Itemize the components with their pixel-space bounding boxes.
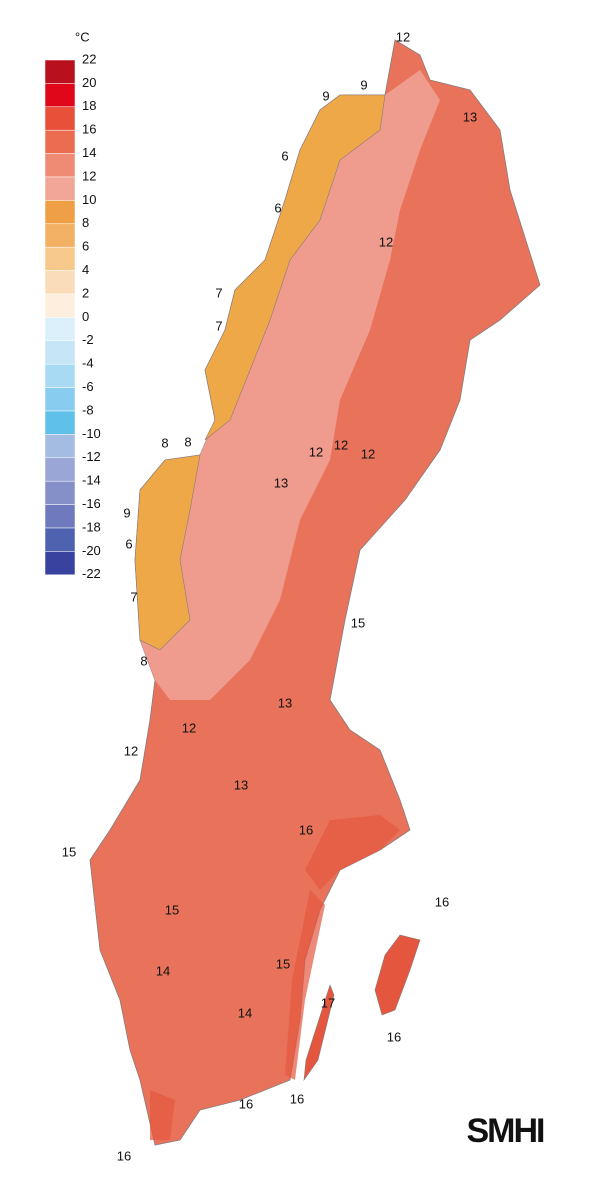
contour-label: 9 <box>123 505 130 520</box>
legend-tick-label: 16 <box>82 122 96 137</box>
logo: SMHI <box>467 1112 545 1150</box>
legend-tick-label: 4 <box>82 262 89 277</box>
legend-tick-label: 12 <box>82 168 96 183</box>
legend-swatch <box>44 293 76 318</box>
contour-label: 13 <box>463 109 477 124</box>
legend-tick-label: -18 <box>82 519 101 534</box>
legend-swatch <box>44 176 76 201</box>
contour-label: 13 <box>274 475 288 490</box>
contour-label: 12 <box>379 234 393 249</box>
legend-unit: °C <box>75 29 90 44</box>
contour-labels: 12 9 9 13 6 6 12 7 7 8 8 12 12 12 13 9 6 7 15 8 13 12 12 13 16 15… <box>62 29 477 1163</box>
contour-label: 8 <box>161 435 168 450</box>
legend-swatch <box>44 527 76 552</box>
contour-label: 15 <box>165 902 179 917</box>
contour-label: 7 <box>215 318 222 333</box>
contour-label: 7 <box>215 285 222 300</box>
contour-label: 6 <box>125 536 132 551</box>
legend-tick-label: -20 <box>82 543 101 558</box>
legend-swatch <box>44 246 76 271</box>
legend-swatch <box>44 317 76 342</box>
contour-label: 6 <box>274 200 281 215</box>
legend-swatch <box>44 410 76 435</box>
legend: °C 2220181614121086420-2-4-6-8-10-12-14-… <box>44 29 101 581</box>
legend-tick-label: -16 <box>82 496 101 511</box>
contour-label: 16 <box>387 1029 401 1044</box>
legend-tick-label: 0 <box>82 309 89 324</box>
legend-tick-label: 14 <box>82 145 96 160</box>
contour-label: 14 <box>156 963 170 978</box>
contour-label: 14 <box>238 1005 252 1020</box>
warm-south <box>150 815 400 1140</box>
contour-label: 15 <box>276 956 290 971</box>
legend-swatch <box>44 480 76 505</box>
contour-label: 16 <box>290 1091 304 1106</box>
contour-label: 12 <box>309 444 323 459</box>
legend-swatch <box>44 270 76 295</box>
legend-swatch <box>44 504 76 529</box>
legend-tick-label: -6 <box>82 379 94 394</box>
contour-label: 16 <box>435 894 449 909</box>
legend-swatch <box>44 129 76 154</box>
contour-label: 12 <box>361 446 375 461</box>
legend-tick-label: 2 <box>82 285 89 300</box>
contour-label: 12 <box>124 743 138 758</box>
legend-swatch <box>44 223 76 248</box>
legend-swatch <box>44 200 76 225</box>
contour-label: 16 <box>299 822 313 837</box>
legend-tick-label: -4 <box>82 356 94 371</box>
legend-swatch <box>44 153 76 178</box>
legend-swatch <box>44 340 76 365</box>
legend-tick-label: -14 <box>82 473 101 488</box>
contour-label: 12 <box>182 720 196 735</box>
contour-label: 16 <box>239 1096 253 1111</box>
legend-swatch <box>44 59 76 84</box>
legend-tick-label: 6 <box>82 239 89 254</box>
contour-label: 13 <box>278 695 292 710</box>
legend-tick-label: -22 <box>82 566 101 581</box>
sweden-map <box>89 39 541 1146</box>
gotland <box>374 934 421 1016</box>
contour-label: 9 <box>322 88 329 103</box>
contour-label: 13 <box>234 777 248 792</box>
legend-swatch <box>44 387 76 412</box>
legend-swatch <box>44 363 76 388</box>
legend-tick-label: -2 <box>82 332 94 347</box>
contour-label: 15 <box>351 615 365 630</box>
contour-label: 8 <box>140 653 147 668</box>
contour-label: 17 <box>321 995 335 1010</box>
legend-tick-label: -8 <box>82 402 94 417</box>
legend-tick-label: 8 <box>82 215 89 230</box>
contour-label: 8 <box>184 434 191 449</box>
legend-tick-label: 20 <box>82 75 96 90</box>
legend-swatch <box>44 434 76 459</box>
legend-tick-label: 22 <box>82 51 96 66</box>
legend-tick-label: 10 <box>82 192 96 207</box>
mountain-zone <box>134 94 386 651</box>
oland <box>303 984 335 1082</box>
legend-tick-label: -12 <box>82 449 101 464</box>
contour-label: 6 <box>281 148 288 163</box>
contour-label: 15 <box>62 844 76 859</box>
contour-label: 16 <box>117 1148 131 1163</box>
contour-label: 12 <box>396 29 410 44</box>
contour-label: 7 <box>130 589 137 604</box>
legend-swatch <box>44 551 76 576</box>
legend-swatch <box>44 106 76 131</box>
contour-label: 12 <box>334 437 348 452</box>
legend-swatch <box>44 457 76 482</box>
legend-tick-label: -10 <box>82 426 101 441</box>
legend-tick-label: 18 <box>82 98 96 113</box>
legend-swatch <box>44 83 76 108</box>
cool-zone <box>135 70 440 700</box>
contour-label: 9 <box>360 77 367 92</box>
